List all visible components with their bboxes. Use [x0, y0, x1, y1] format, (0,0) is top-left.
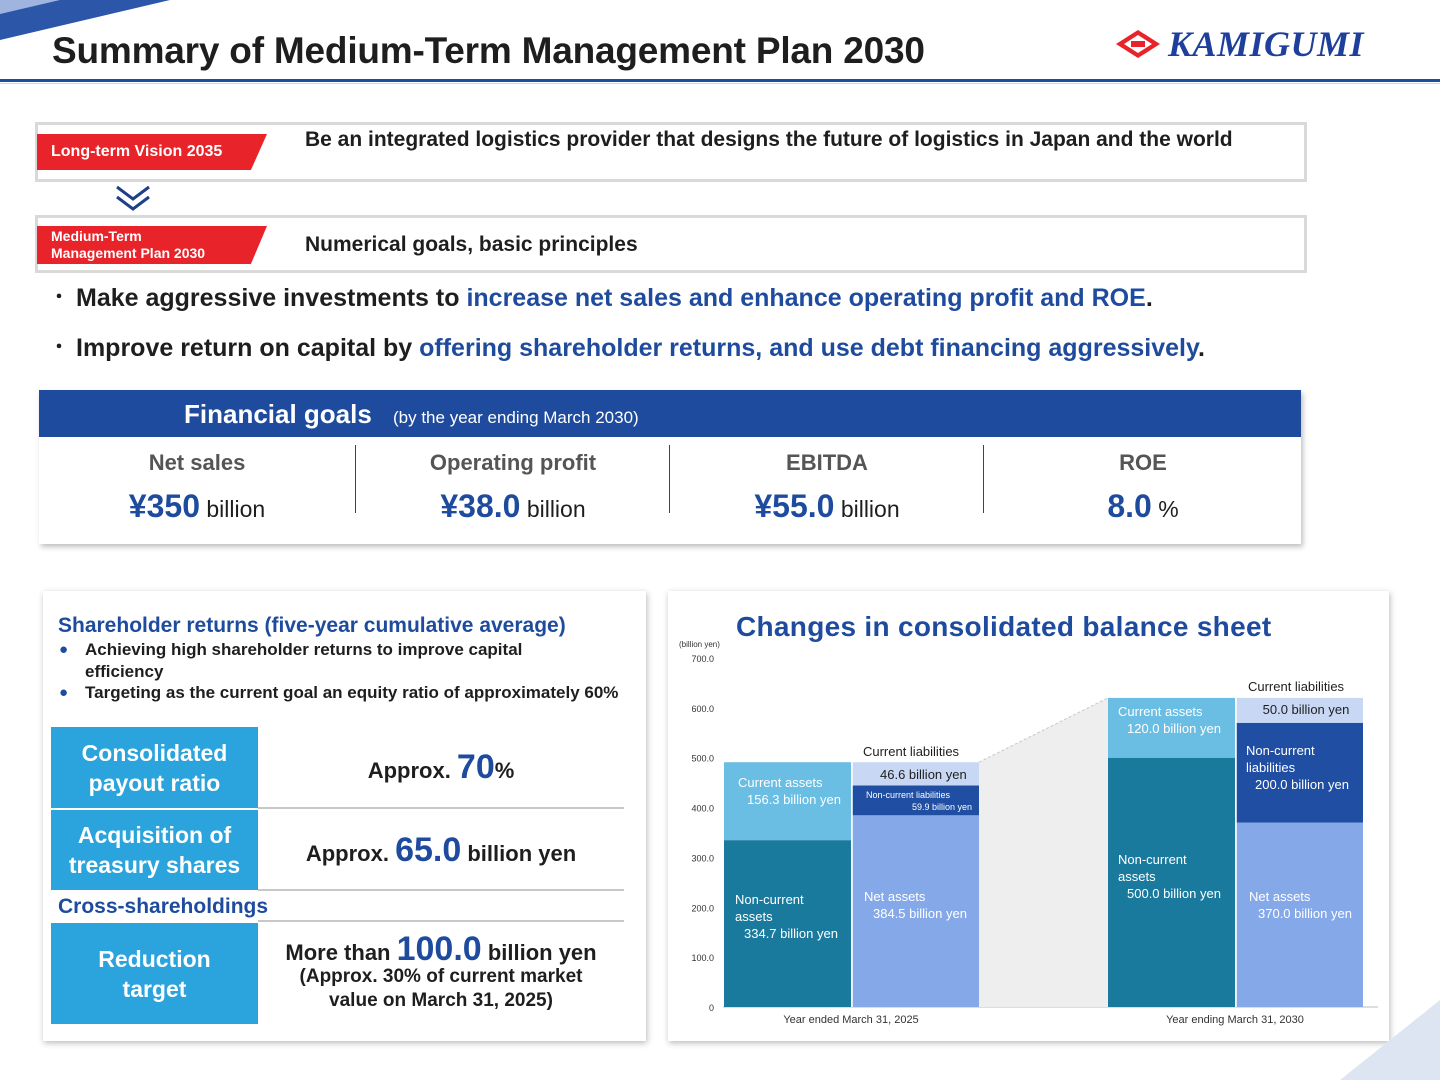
bullet-dot-icon: ●: [59, 641, 69, 658]
net-assets-label: 384.5 billion yen: [873, 906, 967, 921]
noncurrent-assets-label: Non-current: [735, 892, 804, 907]
logo-wordmark: KAMIGUMI: [1168, 24, 1365, 64]
goal-divider: [669, 445, 670, 513]
shareholder-point-1: ● Achieving high shareholder returns to i…: [59, 640, 523, 681]
reduction-target-label: Reduction target: [51, 923, 258, 1024]
bar-noncurrent-liabilities: [1236, 722, 1363, 823]
company-logo: KAMIGUMI: [1116, 24, 1416, 64]
y-tick-label: 0: [709, 1003, 714, 1013]
double-chevron-down-icon: [116, 185, 150, 211]
treasury-shares-label: Acquisition of treasury shares: [51, 810, 258, 890]
bullet-dot: ・: [50, 337, 68, 357]
bar-noncurrent-assets: [724, 840, 851, 1007]
noncurrent-liabilities-label: 59.9 billion yen: [912, 802, 972, 812]
bar-current-assets: [724, 762, 851, 841]
shareholder-point-2: ● Targeting as the current goal an equity…: [59, 683, 619, 702]
noncurrent-liabilities-label: Non-current liabilities: [866, 790, 951, 800]
balance-sheet-chart: 0 100.0 200.0 300.0 400.0 500.0 600.0 700.0 Non-…: [691, 654, 1378, 1026]
financial-goals-header: Financial goals (by the year ending Marc…: [39, 390, 1301, 437]
bar-net-assets: [1236, 822, 1363, 1007]
bar-current-liabilities: [1236, 697, 1363, 723]
noncurrent-liabilities-label: liabilities: [1246, 760, 1296, 775]
noncurrent-liabilities-label: 200.0 billion yen: [1255, 777, 1349, 792]
bar-net-assets: [852, 815, 979, 1007]
current-assets-label: 156.3 billion yen: [747, 792, 841, 807]
x-category-label: Year ended March 31, 2025: [783, 1014, 918, 1026]
current-assets-label: Current assets: [738, 775, 823, 790]
net-assets-label: 370.0 billion yen: [1258, 906, 1352, 921]
y-tick-label: 600.0: [691, 704, 714, 714]
header-divider-light: [0, 83, 1440, 84]
treasury-shares-value: Approx. 65.0 billion yen: [305, 830, 577, 869]
chart-title: Changes in consolidated balance sheet: [736, 611, 1272, 642]
header-divider: [0, 79, 1440, 82]
bullet-dot: ・: [50, 287, 68, 307]
financial-goals-panel: Financial goals (by the year ending Marc…: [39, 390, 1301, 544]
y-tick-label: 300.0: [691, 853, 714, 863]
vision-tag: Long-term Vision 2035: [37, 134, 267, 170]
x-category-label: Year ending March 31, 2030: [1166, 1014, 1304, 1026]
connector-line: [978, 697, 1109, 763]
cross-shareholdings-title: Cross-shareholdings: [58, 895, 269, 918]
bar-noncurrent-liabilities: [852, 785, 979, 816]
net-assets-label: Net assets: [864, 889, 926, 904]
principle-bullet-2: ・ Improve return on capital by offering s…: [50, 334, 1205, 362]
principle-bullet-1: ・ Make aggressive investments to increase…: [50, 284, 1153, 312]
plan-text: Numerical goals, basic principles: [305, 233, 638, 256]
noncurrent-assets-label: 334.7 billion yen: [744, 926, 838, 941]
noncurrent-assets-label: Non-current: [1118, 852, 1187, 867]
noncurrent-assets-label: assets: [1118, 869, 1156, 884]
current-liabilities-value: 46.6 billion yen: [880, 767, 967, 782]
y-tick-label: 100.0: [691, 953, 714, 963]
table-divider: [258, 807, 624, 809]
goal-divider: [355, 445, 356, 513]
noncurrent-assets-label: 500.0 billion yen: [1127, 886, 1221, 901]
financial-goals-title: Financial goals: [184, 399, 372, 429]
reduction-target-value: More than 100.0 billion yen (Approx. 30%…: [285, 930, 597, 1011]
noncurrent-assets-label: assets: [735, 909, 773, 924]
current-liabilities-title: Current liabilities: [1248, 679, 1345, 694]
current-assets-label: 120.0 billion yen: [1127, 721, 1221, 736]
current-liabilities-title: Current liabilities: [863, 744, 960, 759]
noncurrent-liabilities-label: Non-current: [1246, 743, 1315, 758]
bar-current-liabilities: [852, 762, 979, 786]
bullet-dot-icon: ●: [59, 684, 69, 701]
y-tick-label: 200.0: [691, 903, 714, 913]
y-tick-label: 400.0: [691, 804, 714, 814]
current-liabilities-value: 50.0 billion yen: [1263, 702, 1350, 717]
kamigumi-logo-icon: [1116, 30, 1160, 58]
goal-net-sales: Net sales ¥350 billion: [128, 450, 266, 524]
current-assets-label: Current assets: [1118, 704, 1203, 719]
goal-roe: ROE 8.0 %: [1107, 450, 1179, 524]
corner-decoration-br: [1340, 1000, 1440, 1080]
goal-ebitda: EBITDA ¥55.0 billion: [754, 450, 900, 524]
connector-shade: [979, 697, 1108, 1007]
plan-tag-line2: Management Plan 2030: [51, 245, 206, 261]
payout-ratio-label: Consolidated payout ratio: [51, 727, 258, 808]
plan-tag: Medium-Term Management Plan 2030: [37, 226, 267, 264]
net-assets-label: Net assets: [1249, 889, 1311, 904]
corner-decoration: [0, 0, 170, 40]
goal-divider: [983, 445, 984, 513]
y-tick-label: 700.0: [691, 654, 714, 664]
page-title: Summary of Medium-Term Management Plan 2…: [52, 30, 925, 71]
bar-current-assets: [1108, 697, 1235, 758]
y-tick-label: 500.0: [691, 754, 714, 764]
vision-text: Be an integrated logistics provider that…: [305, 128, 1233, 151]
bar-noncurrent-assets: [1108, 757, 1235, 1007]
chart-ylabel: (billion yen): [679, 640, 720, 649]
plan-tag-line1: Medium-Term: [51, 228, 142, 244]
shareholder-returns-title: Shareholder returns (five-year cumulativ…: [58, 614, 566, 637]
goal-operating-profit: Operating profit ¥38.0 billion: [429, 450, 597, 524]
financial-goals-subtitle: (by the year ending March 2030): [393, 408, 639, 427]
table-divider: [258, 920, 624, 922]
table-divider: [258, 889, 624, 891]
payout-ratio-value: Approx. 70%: [367, 748, 515, 786]
